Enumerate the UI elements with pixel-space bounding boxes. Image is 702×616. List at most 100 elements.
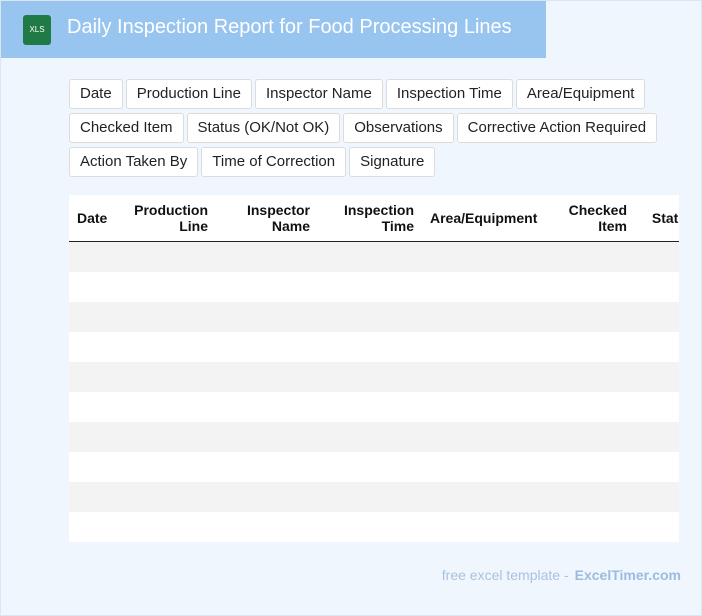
table-cell — [544, 512, 635, 542]
table-cell — [318, 332, 422, 362]
table-cell — [216, 272, 318, 302]
table-cell — [318, 302, 422, 332]
column-header: Inspection Time — [318, 195, 422, 242]
table-cell — [69, 392, 126, 422]
field-tags: Date Production Line Inspector Name Inspect… — [69, 79, 659, 177]
column-header: Status (OK/Not OK) — [635, 195, 679, 242]
table-cell — [318, 452, 422, 482]
table-cell — [544, 392, 635, 422]
table-cell — [126, 302, 216, 332]
table-cell — [635, 362, 679, 392]
field-tag: Checked Item — [69, 113, 184, 143]
table-cell — [126, 482, 216, 512]
table-cell — [635, 512, 679, 542]
table-cell — [126, 241, 216, 272]
table-cell — [69, 302, 126, 332]
field-tag: Inspection Time — [385, 79, 513, 109]
table-cell — [635, 452, 679, 482]
table-cell — [318, 362, 422, 392]
table-cell — [69, 452, 126, 482]
field-tag: Action Taken By — [69, 147, 199, 177]
table-cell — [422, 272, 544, 302]
table-cell — [318, 392, 422, 422]
table-cell — [635, 302, 679, 332]
table-cell — [69, 482, 126, 512]
footer-text: free excel template - — [441, 567, 569, 583]
table-row — [69, 452, 679, 482]
table-cell — [635, 332, 679, 362]
table-cell — [422, 392, 544, 422]
table-row — [69, 241, 679, 272]
table-cell — [69, 272, 126, 302]
table-cell — [635, 392, 679, 422]
table-cell — [126, 332, 216, 362]
table-cell — [69, 422, 126, 452]
table-cell — [69, 362, 126, 392]
field-tag: Date — [69, 79, 123, 109]
table-cell — [544, 362, 635, 392]
table-body — [69, 241, 679, 543]
table-cell — [216, 392, 318, 422]
table-cell — [216, 452, 318, 482]
table-cell — [318, 512, 422, 542]
table-cell — [422, 422, 544, 452]
column-header: Checked Item — [544, 195, 635, 242]
table-cell — [544, 272, 635, 302]
title: Daily Inspection Report for Food Process… — [67, 16, 512, 38]
table-cell — [126, 362, 216, 392]
field-tag: Area/Equipment — [515, 79, 646, 109]
column-header: Date — [69, 195, 126, 242]
table-cell — [216, 332, 318, 362]
header: XLS Daily Inspection Report for Food Pro… — [1, 1, 546, 58]
table-cell — [126, 512, 216, 542]
table-cell — [216, 302, 318, 332]
table-cell — [126, 392, 216, 422]
table-cell — [635, 272, 679, 302]
column-header: Production Line — [126, 195, 216, 242]
table-cell — [544, 422, 635, 452]
field-tag: Production Line — [125, 79, 252, 109]
table-cell — [544, 302, 635, 332]
table-cell — [69, 241, 126, 272]
field-tag: Corrective Action Required — [456, 113, 658, 143]
table-row — [69, 302, 679, 332]
table-cell — [544, 482, 635, 512]
column-header: Area/Equipment — [422, 195, 544, 242]
table-cell — [318, 241, 422, 272]
table-cell — [69, 512, 126, 542]
table-cell — [635, 482, 679, 512]
table-cell — [422, 332, 544, 362]
table-row — [69, 362, 679, 392]
table-cell — [318, 422, 422, 452]
header-row: Date Production Line Inspector Name Inspect… — [69, 195, 679, 242]
table-cell — [422, 302, 544, 332]
table-cell — [318, 482, 422, 512]
table-cell — [544, 452, 635, 482]
field-tag: Inspector Name — [254, 79, 383, 109]
table-cell — [216, 241, 318, 272]
table-row — [69, 482, 679, 512]
table-row — [69, 392, 679, 422]
field-tag: Signature — [349, 147, 436, 177]
table-container: Date Production Line Inspector Name Inspect… — [69, 195, 679, 542]
table-cell — [126, 452, 216, 482]
table-row — [69, 332, 679, 362]
table-cell — [422, 452, 544, 482]
file-icon: XLS — [23, 15, 51, 45]
table-cell — [422, 482, 544, 512]
field-tag: Time of Correction — [201, 147, 347, 177]
table-cell — [126, 272, 216, 302]
footer: free excel template - ExcelTimer.com — [442, 567, 681, 583]
table: Date Production Line Inspector Name Inspect… — [69, 195, 679, 542]
table-row — [69, 512, 679, 542]
field-tag: Status (OK/Not OK) — [186, 113, 341, 143]
column-header: Inspector Name — [216, 195, 318, 242]
table-cell — [69, 332, 126, 362]
table-cell — [216, 482, 318, 512]
table-cell — [216, 362, 318, 392]
table-cell — [216, 512, 318, 542]
table-cell — [635, 422, 679, 452]
footer-site[interactable]: ExcelTimer.com — [574, 567, 681, 583]
table-cell — [422, 512, 544, 542]
table-cell — [318, 272, 422, 302]
